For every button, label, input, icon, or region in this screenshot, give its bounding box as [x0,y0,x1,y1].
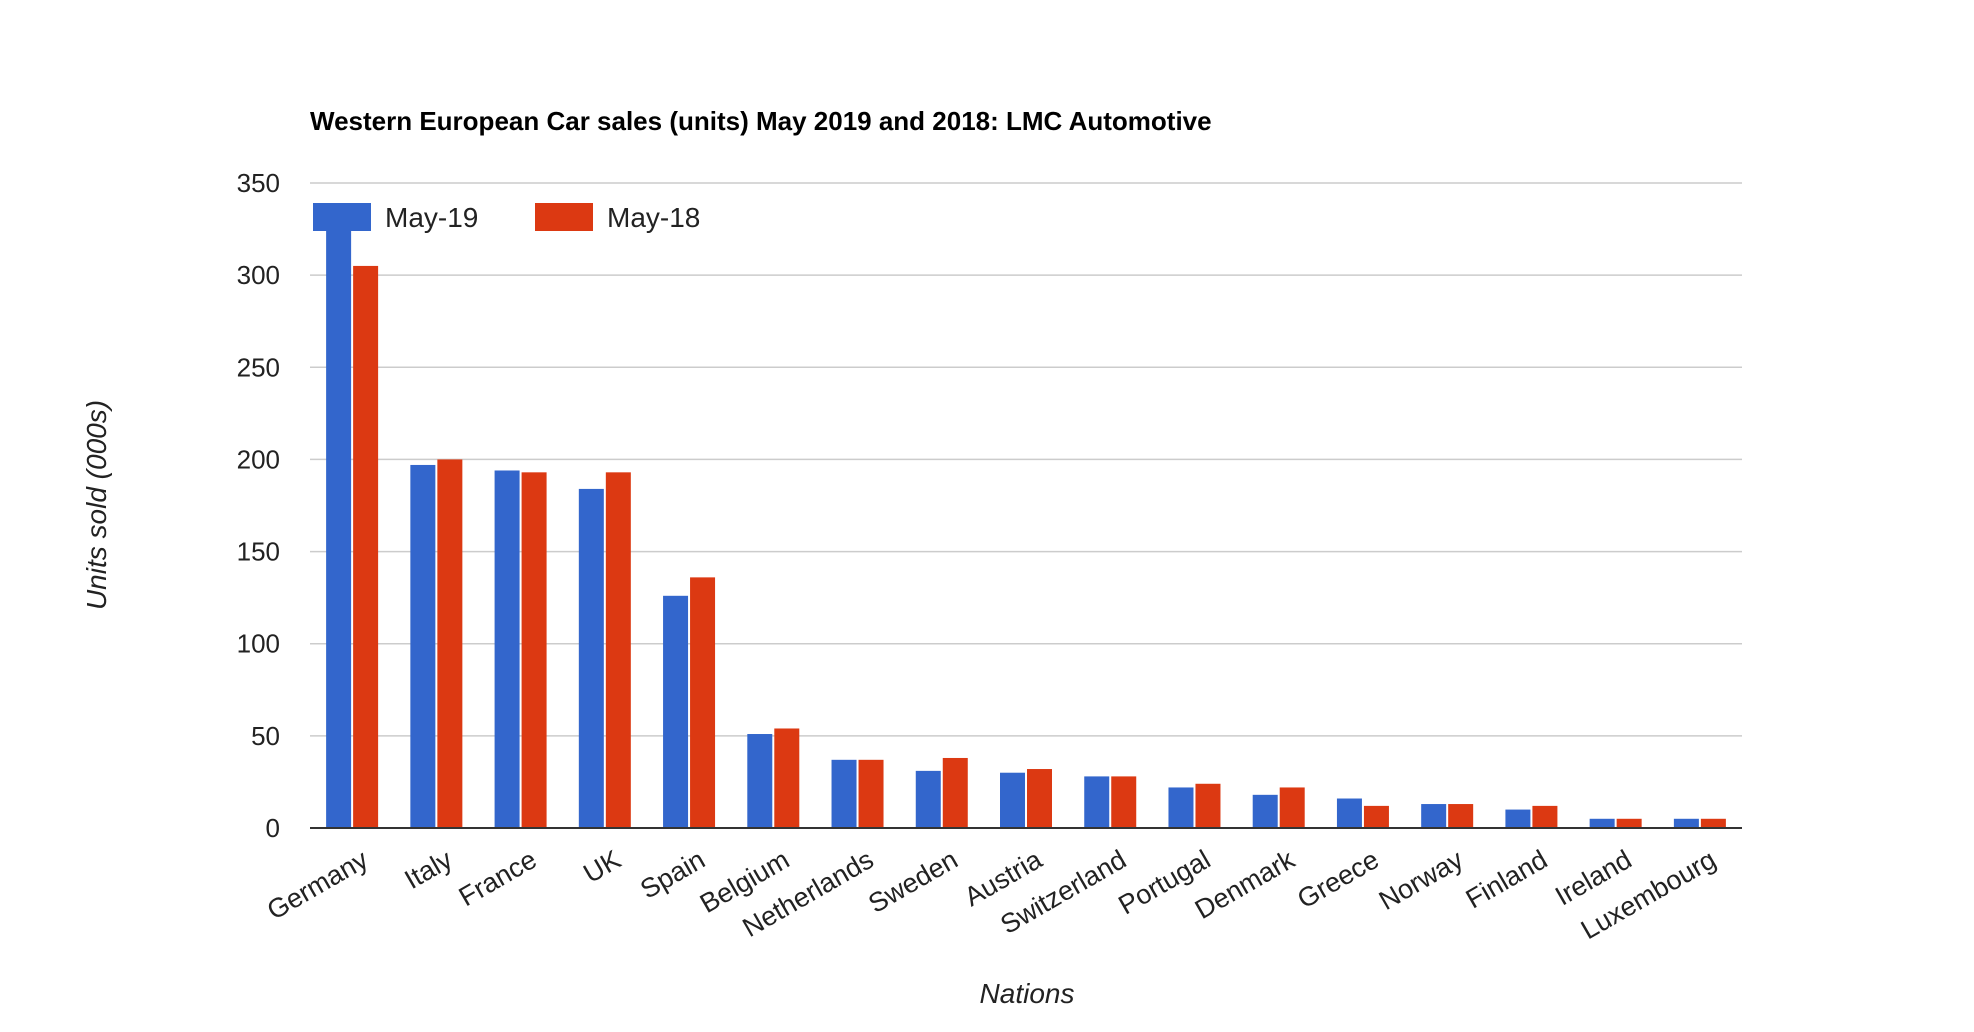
y-tick-label: 100 [237,629,280,659]
x-tick-label-france: France [454,844,542,912]
y-tick-label: 0 [266,813,280,843]
y-axis-title: Units sold (000s) [81,400,112,610]
legend-label-may-19: May-19 [385,202,478,233]
bar-may-18-norway [1448,804,1474,828]
bar-may-19-portugal [1168,787,1194,828]
bar-may-18-austria [1027,769,1052,828]
bar-may-19-france [494,470,520,828]
y-tick-label: 150 [237,537,280,567]
bar-may-19-italy [410,464,436,828]
bar-may-18-france [521,472,547,828]
gridlines [310,182,1742,737]
bar-may-19-austria [1000,772,1025,828]
bar-may-19-belgium [747,734,773,828]
bar-may-18-luxembourg [1700,818,1726,828]
bar-may-18-sweden [942,757,968,828]
bar-may-18-netherlands [858,759,884,828]
bar-may-18-switzerland [1111,776,1137,828]
bar-may-19-sweden [915,770,941,828]
x-tick-label-italy: Italy [399,844,457,895]
x-tick-label-finland: Finland [1461,844,1553,914]
bar-may-18-greece [1363,805,1389,828]
y-tick-label: 300 [237,260,280,290]
y-tick-label: 50 [251,721,280,751]
y-tick-label: 200 [237,444,280,474]
bar-may-18-portugal [1195,783,1221,828]
chart-title: Western European Car sales (units) May 2… [310,106,1212,136]
bar-may-19-switzerland [1084,776,1110,828]
bar-may-19-ireland [1589,818,1615,828]
x-tick-label-germany: Germany [262,844,374,926]
bar-may-18-belgium [774,728,800,828]
legend: May-19 May-18 [313,202,700,233]
x-tick-label-uk: UK [578,844,625,889]
bar-may-18-spain [690,577,716,828]
bar-may-18-ireland [1616,818,1642,828]
bar-may-18-denmark [1279,787,1305,828]
bar-may-19-uk [578,488,604,828]
legend-swatch-may-19 [313,203,371,231]
bar-may-19-luxembourg [1673,818,1699,828]
bar-may-18-italy [437,459,463,828]
y-axis-ticks: 0 50 100 150 200 250 300 350 [237,168,280,843]
bar-may-18-germany [353,265,379,828]
x-tick-label-norway: Norway [1374,844,1469,916]
bar-may-19-denmark [1252,794,1278,828]
y-tick-label: 250 [237,352,280,382]
legend-swatch-may-18 [535,203,593,231]
x-tick-label-sweden: Sweden [863,844,963,919]
legend-label-may-18: May-18 [607,202,700,233]
bar-may-19-germany [326,229,352,829]
x-axis-title: Nations [980,978,1075,1009]
y-tick-label: 350 [237,168,280,198]
bar-may-18-uk [605,472,631,828]
bar-may-19-greece [1336,798,1362,828]
bar-may-19-netherlands [831,759,857,828]
x-tick-label-greece: Greece [1292,844,1384,914]
bar-may-19-spain [663,595,689,828]
bar-may-19-norway [1421,804,1447,828]
bar-may-19-finland [1505,809,1531,828]
bars [326,229,1726,829]
bar-may-18-finland [1532,805,1558,828]
